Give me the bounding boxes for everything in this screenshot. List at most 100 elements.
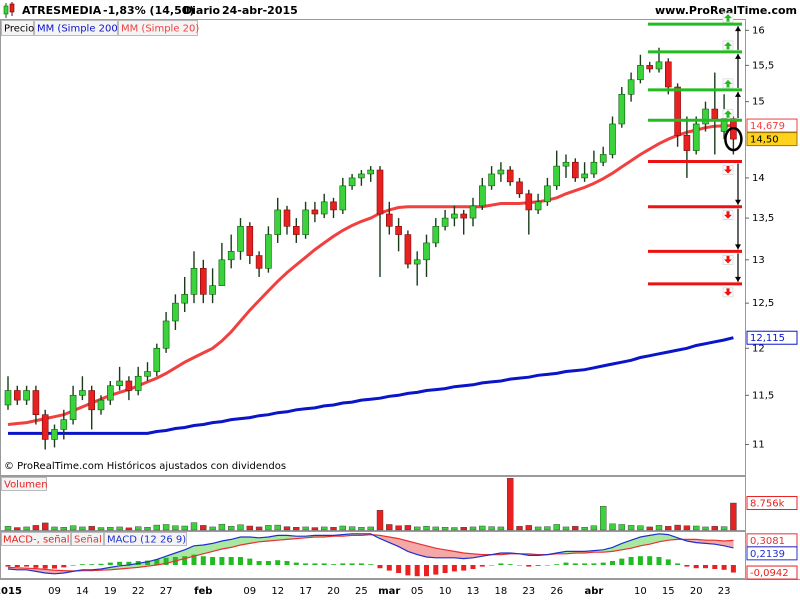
- macd-signal-label: Señal: [74, 535, 102, 546]
- volume-bar: [646, 526, 653, 531]
- volume-bar: [702, 526, 709, 531]
- volume-bar: [302, 526, 309, 531]
- candle-body: [590, 161, 598, 175]
- level-link-head: [735, 244, 741, 250]
- macd-histogram-bar: [284, 561, 290, 565]
- candle-body: [469, 205, 477, 219]
- value-label: 14,50: [750, 135, 779, 146]
- y-tick-label: 11: [752, 439, 765, 450]
- volume-bar: [553, 524, 560, 531]
- x-tick-label: 25: [355, 586, 368, 597]
- volume-bar: [600, 506, 607, 531]
- x-tick-label: 12: [271, 586, 284, 597]
- macd-pane: [0, 531, 746, 579]
- volume-bar: [590, 525, 598, 531]
- value-label-box: [746, 132, 798, 147]
- volume-bar: [414, 526, 421, 531]
- candle-body: [69, 395, 77, 420]
- macd-histogram-bar: [470, 565, 476, 569]
- volume-bar: [497, 526, 505, 531]
- candle-body: [609, 123, 616, 155]
- macd-histogram-bar: [405, 565, 411, 576]
- candle-body: [525, 193, 533, 211]
- macd-histogram-bar: [52, 565, 57, 569]
- candle-body: [711, 108, 719, 120]
- macd-histogram-bar: [600, 562, 606, 565]
- candle-body: [172, 302, 179, 322]
- macd-histogram-bar: [24, 565, 30, 567]
- volume-bar: [339, 525, 346, 531]
- candle-body: [107, 385, 114, 401]
- x-tick-label: 14: [76, 586, 89, 597]
- line-series: [7, 533, 734, 572]
- macd-histogram-bar: [377, 565, 383, 569]
- macd-histogram-bar: [712, 565, 718, 569]
- y-tick-label: 13,5: [752, 213, 774, 224]
- volume-bar: [348, 526, 356, 531]
- level-arrow: [724, 79, 732, 88]
- candle-body: [116, 380, 123, 387]
- candle-body: [413, 259, 421, 265]
- candle-body: [599, 154, 607, 163]
- candle-body: [144, 371, 151, 377]
- macd-histogram-bar: [433, 565, 439, 575]
- volume-bar: [637, 525, 644, 531]
- level-arrow: [724, 14, 732, 22]
- volume-bar: [395, 525, 402, 531]
- volume-bar: [265, 525, 272, 531]
- macd-histogram-bar: [321, 563, 327, 565]
- macd-histogram-bar: [489, 565, 495, 566]
- macd-histogram-bar: [200, 556, 206, 565]
- volume-bar: [507, 478, 514, 531]
- x-tick-label: mar: [378, 586, 400, 597]
- volume-bar: [125, 527, 133, 531]
- x-tick-label: 09: [48, 586, 61, 597]
- volume-bar: [432, 526, 439, 531]
- x-tick-label: 10: [439, 586, 452, 597]
- x-tick-label: 22: [132, 586, 145, 597]
- candle-body: [79, 390, 86, 396]
- macd-histogram-bar: [461, 565, 467, 571]
- candle-body: [376, 169, 384, 215]
- legend-box: [118, 20, 198, 36]
- x-tick-label: 09: [243, 586, 256, 597]
- line-series: [7, 533, 734, 575]
- volume-bar: [376, 510, 384, 531]
- x-tick-label: 27: [160, 586, 173, 597]
- volume-bar: [562, 526, 570, 531]
- candle-body: [544, 185, 551, 203]
- macd-histogram-bar: [424, 565, 429, 577]
- candle-body: [534, 201, 542, 211]
- volume-bar: [218, 523, 226, 531]
- candle-body: [562, 161, 570, 167]
- volume-bar: [311, 527, 319, 531]
- macd-histogram-bar: [451, 565, 457, 572]
- candle-body: [153, 347, 161, 372]
- macd-histogram-bar: [293, 562, 299, 565]
- date: 24-abr-2015: [222, 4, 298, 17]
- x-tick-label: 20: [690, 586, 703, 597]
- x-tick-label: 05: [411, 586, 424, 597]
- legend-box: [1, 20, 34, 36]
- candle-body: [283, 209, 291, 227]
- level-link-head: [735, 26, 741, 32]
- volume-bar: [693, 525, 700, 531]
- macd-histogram-bar: [637, 556, 643, 565]
- candle-body: [51, 429, 58, 440]
- candle-body: [60, 419, 68, 430]
- volume-bar: [618, 524, 625, 531]
- macd-histogram-bar: [619, 558, 625, 565]
- macd-histogram-bar: [730, 565, 736, 573]
- legend-ma20: MM (Simple 20): [121, 24, 199, 35]
- volume-bar: [144, 527, 151, 531]
- macd-histogram-bar: [703, 565, 708, 569]
- macd-histogram-bar: [61, 565, 67, 568]
- candle-body: [423, 242, 430, 261]
- level-arrow: [724, 211, 732, 219]
- candle-body: [488, 173, 495, 187]
- volume-bar: [404, 525, 412, 531]
- candle-body: [385, 213, 393, 227]
- candle-body: [571, 161, 579, 179]
- legend-box: [104, 532, 187, 546]
- candle-body: [246, 226, 254, 256]
